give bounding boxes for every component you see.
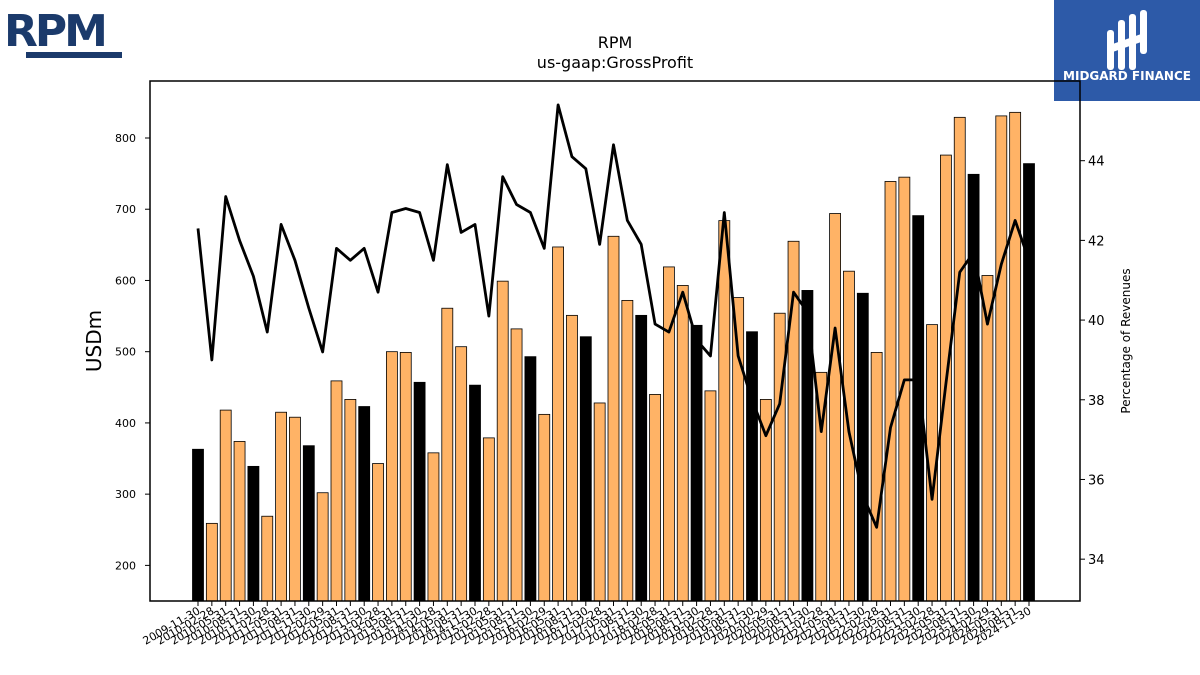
y2-tick-label: 40 (1088, 314, 1105, 329)
bar-2015-02-28 (482, 437, 495, 602)
bar-2019-02-28 (704, 390, 717, 602)
y-axis-label: USDm (82, 310, 106, 372)
bar-2015-11-30 (524, 356, 537, 602)
y2-tick-label: 38 (1088, 394, 1105, 409)
rpm-logo-underline (26, 52, 122, 58)
bar-2012-11-30 (358, 406, 371, 602)
y-tick-label: 500 (115, 346, 136, 359)
bar-2015-05-31 (496, 280, 509, 602)
bar-2017-05-31 (607, 235, 620, 602)
bar-2012-08-31 (344, 399, 357, 602)
bar-2024-08-31 (1009, 111, 1022, 602)
bar-2010-05-31 (219, 409, 232, 602)
y-tick-label: 200 (115, 559, 136, 572)
bar-2012-02-29 (316, 492, 329, 602)
y2-tick-label: 44 (1088, 155, 1105, 170)
bar-2014-02-28 (427, 452, 440, 602)
bar-2022-02-28 (870, 351, 883, 602)
bar-2017-11-30 (635, 314, 648, 602)
bar-2019-05-31 (718, 220, 731, 602)
bar-2021-05-31 (829, 213, 841, 602)
bar-2010-11-30 (247, 465, 260, 602)
bar-2018-02-28 (649, 394, 661, 602)
bar-2022-05-31 (884, 181, 897, 602)
bar-2011-11-30 (302, 445, 315, 602)
bar-2024-11-30 (1023, 163, 1035, 602)
x-axis: 2009-11-302010-02-282010-05-312010-08-31… (141, 601, 1034, 648)
bar-2013-02-28 (372, 463, 384, 602)
midgard-finance-logo: MIDGARD FINANCE (1054, 0, 1200, 101)
chart-title: RPM (598, 33, 633, 52)
bar-2017-08-31 (621, 299, 634, 602)
y-tick-label: 300 (115, 488, 136, 501)
midgard-logo-background (1054, 0, 1200, 101)
bar-2019-11-30 (746, 331, 758, 602)
bar-2021-11-30 (856, 292, 869, 602)
bar-2017-02-28 (593, 402, 606, 602)
bar-2024-05-31 (995, 115, 1008, 602)
rpm-logo-text: RPM (4, 6, 105, 57)
bar-2016-11-30 (579, 336, 592, 602)
bar-2010-08-31 (233, 441, 246, 602)
bar-2014-08-31 (455, 346, 468, 602)
bar-2013-08-31 (399, 351, 412, 602)
y-axis-left: 200 300 400 500 600 700 800 (115, 132, 150, 572)
bar-2014-05-31 (441, 307, 454, 602)
bar-2018-11-30 (690, 324, 703, 602)
y2-tick-label: 34 (1088, 553, 1105, 568)
bar-2015-08-31 (510, 328, 523, 602)
bar-2013-05-31 (385, 351, 398, 602)
y-axis-right: 34 36 38 40 42 44 (1080, 155, 1105, 568)
chart-subtitle: us-gaap:GrossProfit (537, 53, 693, 72)
y-tick-label: 800 (115, 132, 136, 145)
bar-2023-11-30 (967, 173, 980, 602)
bar-2016-08-31 (566, 314, 578, 602)
bar-series (192, 111, 1035, 602)
bar-2013-11-30 (413, 381, 426, 602)
margin-line (196, 103, 1031, 529)
bar-2010-02-28 (205, 522, 218, 602)
bar-2018-08-31 (676, 285, 689, 602)
bar-2014-11-30 (469, 384, 481, 602)
bar-2011-08-31 (289, 416, 301, 602)
y2-tick-label: 36 (1088, 473, 1105, 488)
y2-axis-label: Percentage of Revenues (1119, 268, 1133, 413)
bar-2011-02-28 (261, 515, 274, 602)
bar-2023-08-31 (953, 116, 966, 602)
y-tick-label: 600 (115, 274, 136, 287)
bar-2009-11-30 (192, 448, 204, 602)
bar-2012-05-31 (330, 380, 343, 602)
y-tick-label: 700 (115, 203, 136, 216)
y-tick-label: 400 (115, 417, 136, 430)
midgard-emblem-icon (1107, 10, 1147, 70)
bar-2016-05-31 (552, 246, 564, 602)
bar-2020-05-31 (773, 312, 786, 602)
bar-2016-02-29 (538, 413, 551, 602)
plot-frame (149, 80, 1081, 602)
rpm-logo: RPM (4, 6, 122, 58)
bar-2011-05-31 (275, 411, 288, 602)
y2-tick-label: 42 (1088, 234, 1105, 249)
midgard-logo-text: MIDGARD FINANCE (1063, 69, 1191, 83)
